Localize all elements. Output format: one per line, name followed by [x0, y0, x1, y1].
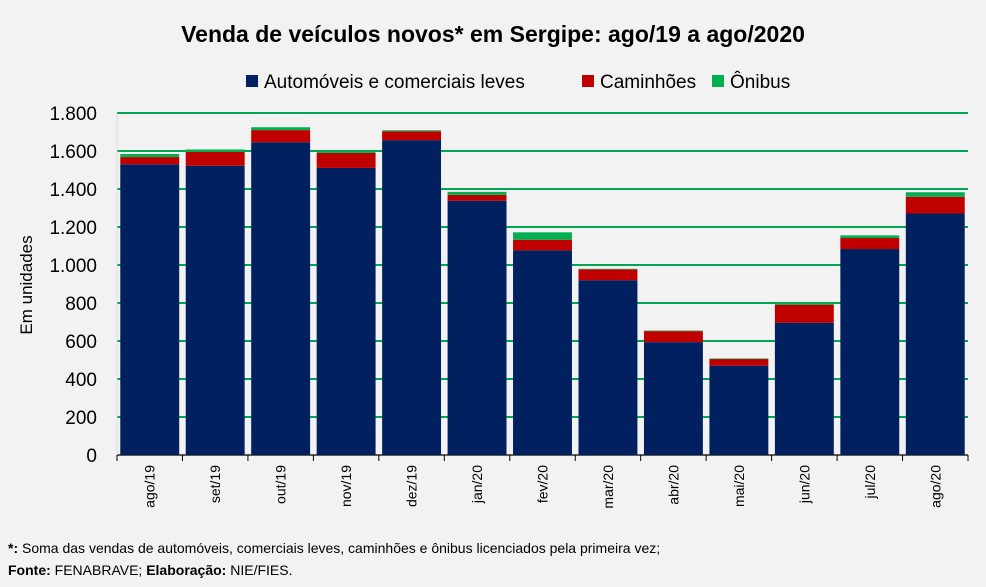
y-tick-label: 400 [65, 370, 97, 391]
bar-segment [774, 302, 834, 305]
bar-segment [185, 165, 245, 455]
bar-segment [643, 330, 703, 332]
x-tick-label: jan/20 [469, 465, 485, 504]
bar-segment [382, 140, 442, 456]
x-tick-label: mar/20 [600, 465, 616, 509]
bar-segment [251, 130, 311, 143]
x-tick-label: abr/20 [665, 465, 681, 505]
y-tick-label: 800 [65, 294, 97, 315]
bar-segment [905, 196, 965, 214]
stacked-bar-chart: Venda de veículos novos* em Sergipe: ago… [17, 21, 969, 509]
chart-title: Venda de veículos novos* em Sergipe: ago… [181, 21, 805, 47]
bar-segment [185, 151, 245, 166]
bar-segment [382, 130, 442, 132]
legend-label: Automóveis e comerciais leves [264, 72, 525, 93]
bar-segment [185, 149, 245, 152]
bar-segment [513, 250, 572, 455]
footnote-note: *: Soma das vendas de automóveis, comerc… [8, 540, 660, 556]
bar-segment [840, 238, 900, 250]
bar-segment [251, 127, 311, 131]
bar-segment [578, 269, 638, 281]
bar-segment [578, 268, 638, 270]
legend-swatch [712, 75, 724, 87]
y-tick-label: 600 [65, 332, 97, 353]
source-text: FENABRAVE; [50, 562, 147, 578]
x-tick-label: set/19 [207, 465, 223, 503]
bar-segment [120, 157, 180, 165]
bar-segment [905, 213, 965, 455]
elaboration-text: NIE/FIES. [226, 562, 293, 578]
legend-swatch [582, 75, 594, 87]
y-tick-label: 1.400 [49, 180, 97, 201]
bar-segment [120, 154, 180, 158]
x-tick-label: jul/20 [862, 465, 878, 500]
bar-segment [120, 164, 180, 456]
bar-segment [643, 331, 703, 343]
bar-segment [709, 365, 769, 455]
legend: Automóveis e comerciais leves Caminhões Ôn… [246, 71, 790, 93]
bar-segment [643, 342, 703, 455]
footnote-text: Soma das vendas de automóveis, comerciai… [18, 540, 661, 556]
x-tick-label: ago/19 [142, 465, 158, 508]
bar-segment [316, 151, 376, 153]
bar-segment [447, 200, 507, 455]
y-tick-label: 0 [86, 446, 97, 467]
x-tick-label: mai/20 [731, 465, 747, 507]
bar-segment [578, 280, 638, 455]
footnote-source: Fonte: FENABRAVE; Elaboração: NIE/FIES. [8, 562, 292, 578]
x-tick-label: jun/20 [796, 465, 812, 504]
y-tick-label: 200 [65, 408, 97, 429]
legend-swatch [246, 75, 258, 87]
legend-label: Caminhões [600, 72, 696, 93]
bar-segment [382, 131, 442, 141]
bar-segment [316, 152, 376, 168]
y-tick-label: 1.800 [49, 104, 97, 125]
legend-label: Ônibus [730, 71, 790, 93]
bar-segment [709, 358, 769, 360]
source-label: Fonte: [8, 562, 51, 578]
bar-segment [251, 142, 311, 455]
y-tick-label: 1.200 [49, 218, 97, 239]
bar-segment [316, 167, 376, 455]
bar-segment [447, 194, 507, 201]
bar-segment [513, 239, 572, 251]
bar-segment [447, 191, 507, 195]
bar-segment [840, 249, 900, 455]
y-tick-label: 1.000 [49, 256, 97, 277]
x-tick-label: fev/20 [535, 465, 551, 503]
bar-segment [513, 232, 572, 240]
bar-segment [774, 304, 834, 323]
bar-segment [709, 359, 769, 366]
bar-segment [774, 322, 834, 455]
footnote-marker: *: [8, 540, 19, 556]
x-tick-label: out/19 [273, 465, 289, 504]
elaboration-label: Elaboração: [146, 562, 227, 578]
y-axis-label: Em unidades [17, 235, 36, 334]
y-tick-label: 1.600 [49, 142, 97, 163]
bar-segment [905, 192, 965, 197]
x-tick-label: dez/19 [404, 465, 420, 507]
x-tick-label: ago/20 [927, 465, 943, 508]
bar-segment [840, 235, 900, 239]
x-tick-label: nov/19 [338, 465, 354, 507]
